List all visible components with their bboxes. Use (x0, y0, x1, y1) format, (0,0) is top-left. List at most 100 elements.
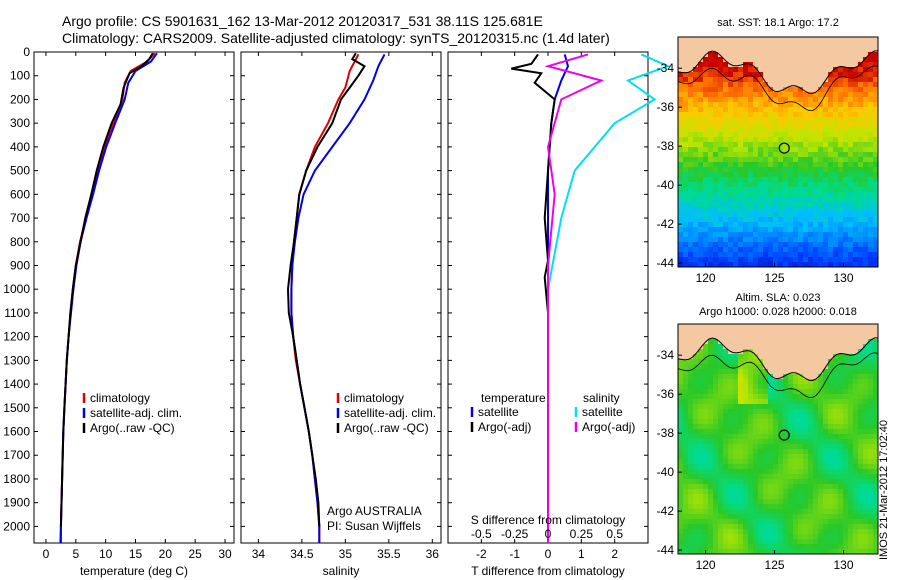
map-cell (863, 82, 869, 88)
map-cell (803, 369, 809, 375)
map-cell (688, 117, 694, 123)
map-cell (763, 479, 769, 485)
map-cell (763, 429, 769, 435)
map-cell (828, 162, 834, 168)
map-cell (708, 87, 714, 93)
map-cell (783, 237, 789, 243)
map-cell (773, 157, 779, 163)
map-cell (868, 439, 874, 445)
map-cell (873, 419, 878, 425)
map-cell (843, 394, 849, 400)
map-cell (693, 87, 699, 93)
map-cell (808, 524, 814, 530)
map-cell (678, 354, 684, 360)
map-cell (813, 232, 819, 238)
map-cell (728, 474, 734, 480)
map-cell (873, 47, 878, 53)
map-cell (753, 207, 759, 213)
map-cell (828, 252, 834, 258)
map-cell (733, 384, 739, 390)
map-cell (788, 484, 794, 490)
map-cell (778, 479, 784, 485)
map-cell (853, 324, 859, 330)
map-cell (723, 474, 729, 480)
map-cell (678, 187, 684, 193)
map-cell (868, 504, 874, 510)
map-cell (743, 374, 749, 380)
map-cell (863, 47, 869, 53)
map-cell (858, 187, 864, 193)
map-cell (733, 344, 739, 350)
map-cell (843, 449, 849, 455)
map-cell (768, 374, 774, 380)
map-cell (798, 459, 804, 465)
map-cell (708, 479, 714, 485)
map-cell (723, 379, 729, 385)
map-cell (688, 459, 694, 465)
map-cell (728, 57, 734, 63)
map-cell (753, 534, 759, 540)
map-cell (723, 344, 729, 350)
map-cell (723, 479, 729, 485)
map-cell (748, 539, 754, 545)
map-cell (783, 102, 789, 108)
map-cell (848, 409, 854, 415)
map-cell (788, 167, 794, 173)
map-cell (683, 87, 689, 93)
map-cell (753, 499, 759, 505)
map-cell (788, 444, 794, 450)
map-cell (728, 82, 734, 88)
map-cell (768, 117, 774, 123)
map-cell (748, 549, 754, 554)
map-cell (808, 77, 814, 83)
map-cell (763, 359, 769, 365)
map-cell (863, 539, 869, 545)
map-cell (713, 444, 719, 450)
map-cell (858, 77, 864, 83)
map-cell (738, 454, 744, 460)
map-cell (823, 459, 829, 465)
map-cell (738, 524, 744, 530)
map-cell (813, 434, 819, 440)
map-cell (688, 394, 694, 400)
map-cell (828, 157, 834, 163)
map-cell (858, 102, 864, 108)
map-cell (698, 37, 704, 43)
map-cell (823, 509, 829, 515)
map-cell (828, 127, 834, 133)
map-cell (758, 252, 764, 258)
map-cell (678, 409, 684, 415)
map-cell (863, 509, 869, 515)
map-cell (828, 424, 834, 430)
map-cell (748, 52, 754, 58)
map-cell (718, 324, 724, 330)
map-cell (758, 242, 764, 248)
map-cell (783, 539, 789, 545)
map-cell (833, 212, 839, 218)
salinity-tick-label: -0.25 (501, 527, 529, 541)
map-cell (738, 207, 744, 213)
map-cell (853, 389, 859, 395)
map-cell (783, 187, 789, 193)
map-cell (703, 247, 709, 253)
map-cell (718, 247, 724, 253)
map-cell (808, 349, 814, 355)
map-cell (718, 132, 724, 138)
map-cell (858, 82, 864, 88)
map-cell (728, 107, 734, 113)
map-cell (703, 349, 709, 355)
map-cell (693, 544, 699, 550)
map-cell (683, 489, 689, 495)
map-cell (813, 177, 819, 183)
map-cell (683, 479, 689, 485)
map-cell (718, 334, 724, 340)
map-cell (798, 464, 804, 470)
map-cell (693, 454, 699, 460)
map-cell (758, 384, 764, 390)
map-cell (728, 227, 734, 233)
map-cell (688, 349, 694, 355)
map-cell (758, 227, 764, 233)
map-cell (863, 242, 869, 248)
map-cell (688, 252, 694, 258)
map-cell (753, 107, 759, 113)
